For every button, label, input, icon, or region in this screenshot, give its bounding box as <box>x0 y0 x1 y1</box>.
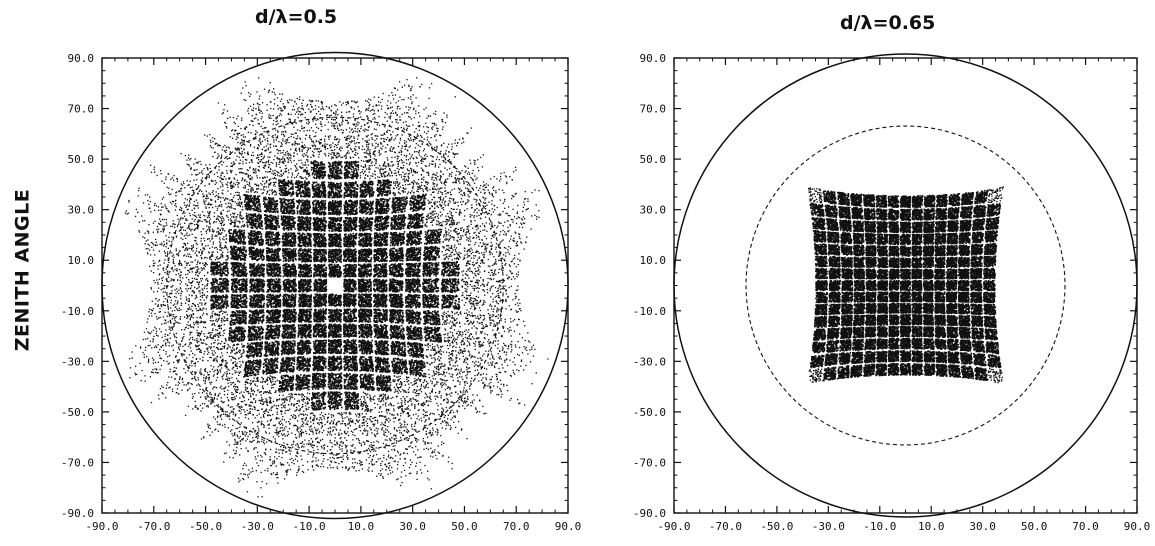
figure: ZENITH ANGLE d/λ=0.5 d/λ=0.65 -90.0 -70.0… <box>0 0 1155 546</box>
